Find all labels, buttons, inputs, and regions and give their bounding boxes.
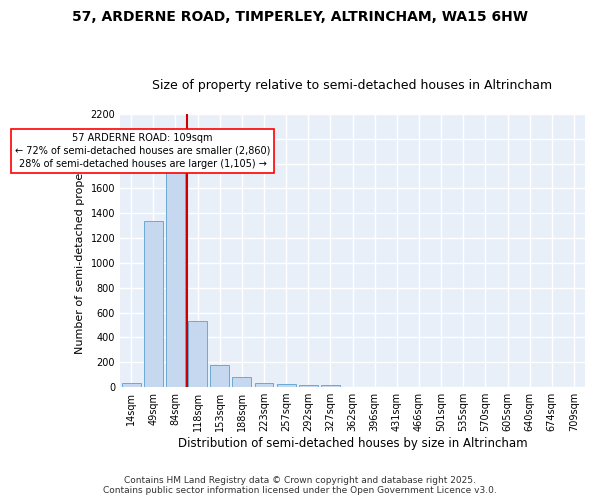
X-axis label: Distribution of semi-detached houses by size in Altrincham: Distribution of semi-detached houses by … — [178, 437, 527, 450]
Y-axis label: Number of semi-detached properties: Number of semi-detached properties — [75, 148, 85, 354]
Text: Contains HM Land Registry data © Crown copyright and database right 2025.
Contai: Contains HM Land Registry data © Crown c… — [103, 476, 497, 495]
Bar — [144, 221, 163, 387]
Bar — [277, 384, 296, 387]
Bar — [211, 364, 229, 387]
Title: Size of property relative to semi-detached houses in Altrincham: Size of property relative to semi-detach… — [152, 79, 553, 92]
Bar — [254, 382, 274, 387]
Bar — [188, 320, 207, 387]
Bar — [166, 164, 185, 387]
Bar — [232, 377, 251, 387]
Bar — [299, 384, 317, 387]
Bar — [321, 385, 340, 387]
Bar — [122, 384, 140, 387]
Text: 57 ARDERNE ROAD: 109sqm
← 72% of semi-detached houses are smaller (2,860)
28% of: 57 ARDERNE ROAD: 109sqm ← 72% of semi-de… — [15, 132, 271, 169]
Text: 57, ARDERNE ROAD, TIMPERLEY, ALTRINCHAM, WA15 6HW: 57, ARDERNE ROAD, TIMPERLEY, ALTRINCHAM,… — [72, 10, 528, 24]
